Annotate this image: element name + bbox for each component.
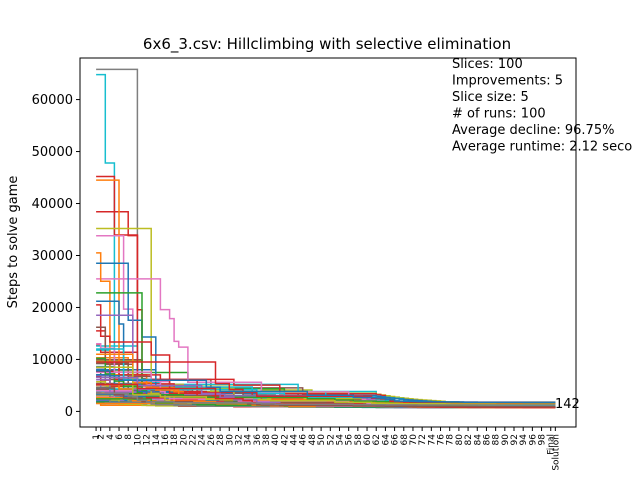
plot-frame [79, 57, 577, 428]
x-tick-label: 36 [253, 434, 263, 446]
x-tick-label: 2 [97, 434, 107, 440]
x-tick-label: 76 [437, 434, 447, 446]
end-value-label: 142 [555, 397, 580, 412]
x-tick-label: 4 [106, 434, 116, 440]
series-line [96, 392, 556, 406]
x-tick-label: 22 [189, 434, 199, 445]
y-tick-label: 0 [65, 405, 73, 420]
x-tick-label: 6 [115, 434, 125, 440]
y-tick-label: 40000 [32, 197, 73, 212]
x-tick-label: 1 [92, 434, 102, 440]
y-tick-label: 60000 [32, 93, 73, 108]
x-tick-label: 98 [538, 434, 548, 446]
series-line [96, 252, 556, 406]
series-line [96, 370, 556, 404]
y-tick-label: 10000 [32, 353, 73, 368]
y-axis: 0 10000 20000 30000 40000 50000 60000 [32, 93, 80, 420]
y-tick-label: 50000 [32, 145, 73, 160]
series-line [96, 179, 556, 409]
plot-lines [96, 68, 557, 409]
y-tick-label: 20000 [32, 301, 73, 316]
x-tick-label: 88 [492, 434, 502, 446]
x-tick-label: 54 [335, 434, 345, 446]
x-tick-label: 90 [501, 434, 511, 446]
x-tick-label: 66 [391, 434, 401, 446]
run-info-line: Average runtime: 2.12 seco [452, 140, 632, 155]
x-axis: 12 4 6 8 10 12 14 16 18 20 22 24 26 28 30 32 34 36 38 40 42 4… [92, 427, 561, 471]
x-tick-label: 20 [179, 434, 189, 446]
series-line [96, 211, 556, 407]
x-tick-label: 28 [216, 434, 226, 446]
x-tick-label: 60 [363, 434, 373, 446]
run-info-line: Improvements: 5 [452, 74, 563, 89]
series-line [96, 175, 556, 406]
x-tick-label: 52 [326, 434, 336, 445]
x-tick-label: 62 [372, 434, 382, 445]
x-tick-label: Solution [551, 434, 561, 471]
series-group [96, 68, 557, 409]
x-tick-label: 92 [510, 434, 520, 445]
x-tick-label: 16 [161, 434, 171, 446]
x-tick-label: Final [547, 434, 557, 455]
x-tick-label: 78 [446, 434, 456, 446]
x-tick-label: 56 [345, 434, 355, 446]
x-tick-label: 96 [528, 434, 538, 446]
x-tick-label: 82 [464, 434, 474, 445]
y-tick-label: 30000 [32, 249, 73, 264]
x-tick-label: 26 [207, 434, 217, 446]
x-tick-label: 34 [244, 434, 254, 446]
x-tick-label: 32 [234, 434, 244, 445]
x-tick-label: 64 [381, 434, 391, 446]
x-tick-label: 38 [262, 434, 272, 446]
run-info-line: Slice size: 5 [452, 90, 529, 105]
run-info-line: Slices: 100 [452, 57, 523, 72]
x-tick-label: 42 [280, 434, 290, 445]
x-tick-label: 48 [308, 434, 318, 446]
x-tick-label: 14 [152, 434, 162, 446]
x-tick-label: 40 [271, 434, 281, 446]
chart-title: 6x6_3.csv: Hillclimbing with selective e… [143, 35, 511, 54]
run-info-line: Average decline: 96.75% [452, 123, 614, 138]
series-line [96, 366, 556, 405]
x-tick-label: 72 [418, 434, 428, 445]
series-line [96, 262, 556, 405]
x-tick-label: 84 [473, 434, 483, 446]
x-tick-label: 18 [170, 434, 180, 446]
x-tick-label: 94 [519, 434, 529, 446]
x-tick-label: 70 [409, 434, 419, 446]
x-tick-label: 80 [455, 434, 465, 446]
x-tick-label: 74 [427, 434, 437, 446]
x-tick-label: 8 [124, 434, 134, 440]
x-tick-label: 58 [354, 434, 364, 446]
y-axis-label: Steps to solve game [6, 176, 21, 309]
x-tick-label: 86 [482, 434, 492, 446]
x-tick-label: 44 [290, 434, 300, 446]
x-tick-label: 12 [143, 434, 153, 445]
x-tick-label: 50 [317, 434, 327, 446]
x-tick-label: 10 [133, 434, 143, 446]
x-tick-label: 68 [400, 434, 410, 446]
x-tick-label: 46 [299, 434, 309, 446]
x-tick-label: 24 [198, 434, 208, 446]
run-info-line: # of runs: 100 [452, 107, 546, 122]
x-tick-label: 30 [225, 434, 235, 446]
